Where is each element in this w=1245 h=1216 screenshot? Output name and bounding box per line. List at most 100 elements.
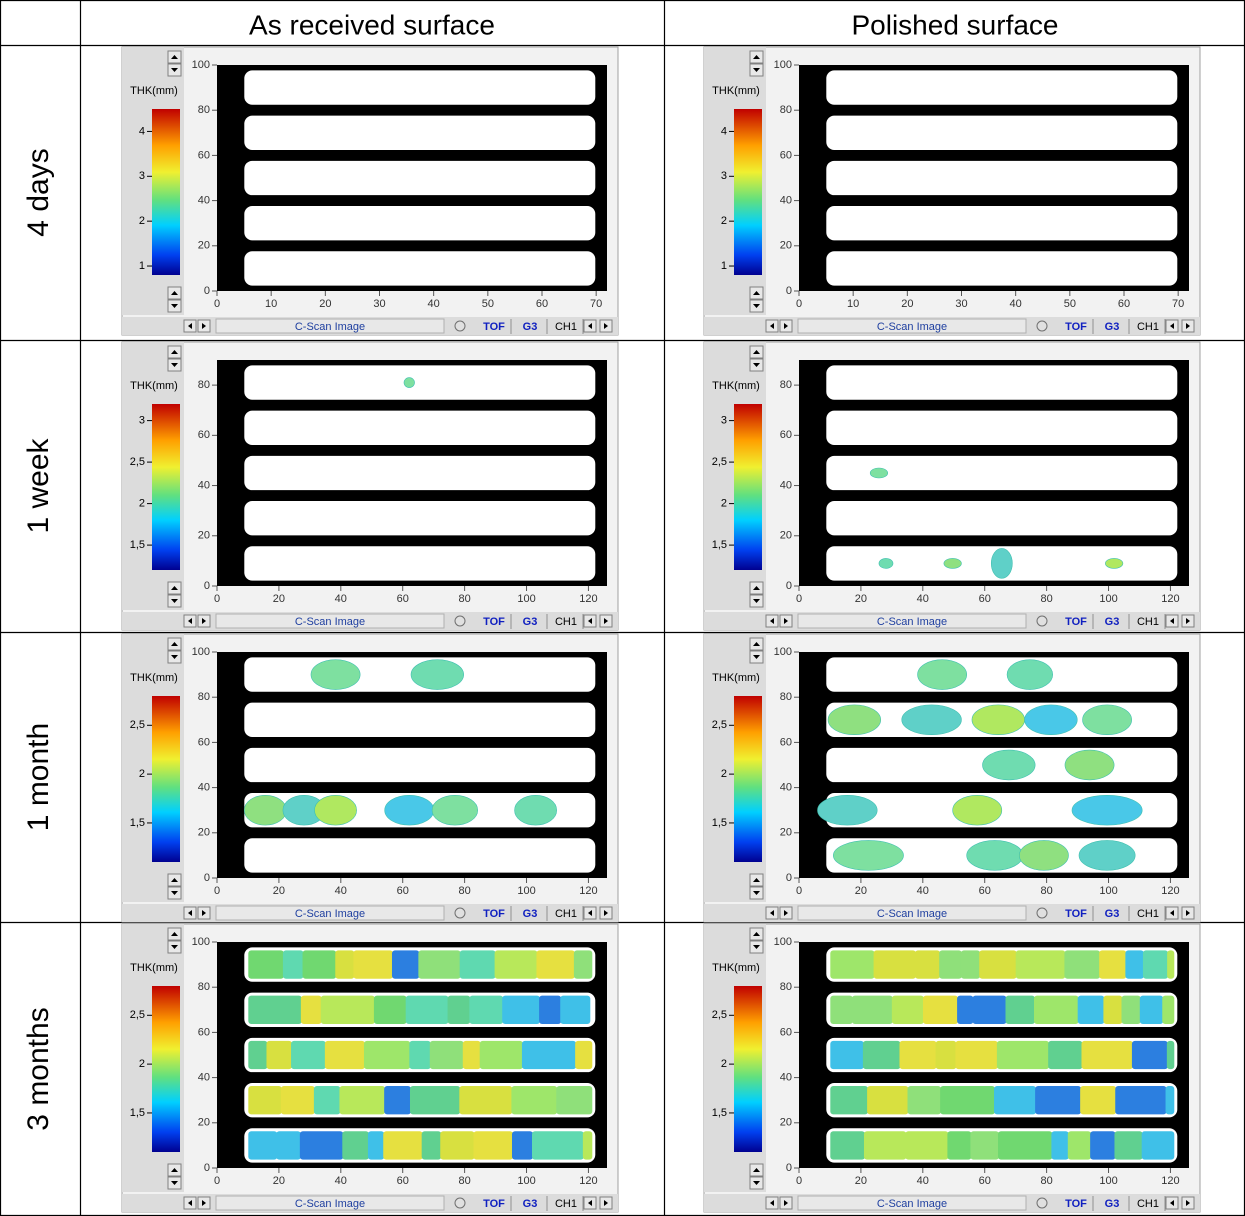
x-tick-label: 80 [1040,1175,1052,1187]
sample-strip [244,501,596,536]
corrosion-spot [1006,659,1053,690]
colorbar-label: THK(mm) [712,672,760,684]
x-tick-label: 100 [517,593,535,605]
colorbar-tick-label: 2,5 [712,719,727,731]
sample-strip [244,702,596,737]
y-tick-label: 80 [780,691,792,703]
y-tick-label: 80 [198,379,210,391]
corrosion-area [1142,950,1169,979]
corrosion-area [521,1040,577,1070]
c-scan-panel: THK(mm) 1,5 2 2,5 0 20 40 60 80 100 0 20 40 60 80 100 12… [703,923,1201,1213]
mode-button: TOF [483,1198,505,1210]
y-tick-label: 60 [780,1026,792,1038]
scroll-arrow [753,891,760,895]
colorbar-tick-label: 1,5 [712,1107,727,1119]
colorbar-tick-label: 4 [721,125,727,137]
colorbar-label: THK(mm) [712,85,760,97]
x-tick-label: 60 [397,593,409,605]
corrosion-area [324,1040,365,1070]
scroll-arrow [753,350,760,354]
scroll-arrow [753,945,760,949]
nav-arrow [1186,910,1190,916]
y-tick-label: 80 [198,104,210,116]
corrosion-area [1035,1086,1082,1115]
x-tick-label: 60 [1118,298,1130,310]
sample-strip [826,501,1178,536]
scroll-arrow [171,642,178,646]
y-tick-label: 40 [780,1072,792,1084]
status-light [1036,907,1048,919]
scroll-arrow [753,586,760,590]
scroll-arrow [171,878,178,882]
scroll-arrow [171,304,178,308]
corrosion-spot [971,704,1025,736]
x-tick-label: 0 [214,593,220,605]
corrosion-area [851,995,893,1024]
corrosion-area [575,1040,593,1070]
corrosion-area [863,1131,907,1160]
x-tick-label: 0 [214,885,220,897]
y-tick-label: 40 [780,479,792,491]
corrosion-spot [817,794,878,826]
nav-arrow [604,618,608,624]
nav-arrow [188,910,192,916]
colorbar-tick-label: 1,5 [712,539,727,551]
corrosion-area [459,1086,513,1115]
colorbar-tick-label: 1,5 [130,1107,145,1119]
footer-field [215,1195,445,1211]
corrosion-area [1125,950,1144,979]
sample-strip [244,206,596,241]
colorbar-tick-label: 4 [139,125,145,137]
x-tick-label: 60 [397,885,409,897]
corrosion-area [935,1040,957,1070]
mode-button: TOF [1065,321,1087,333]
corrosion-area [922,995,959,1024]
corrosion-area [342,1131,369,1160]
nav-arrow [588,618,592,624]
corrosion-area [940,1086,996,1115]
colorbar-tick-label: 2 [139,498,145,510]
x-tick-label: 80 [458,885,470,897]
corrosion-area [1131,1040,1168,1070]
row-label: 1 week [22,437,55,533]
corrosion-area [353,950,393,979]
scroll-arrow [171,1181,178,1185]
mode-button: CH1 [555,1198,577,1210]
x-tick-label: 0 [214,298,220,310]
sample-strip [244,365,596,400]
corrosion-area [494,950,538,979]
corrosion-spot [384,794,435,826]
corrosion-area [972,995,1007,1024]
corrosion-area [502,995,541,1024]
scroll-arrow [171,599,178,603]
sample-strip [244,410,596,445]
mode-button: TOF [1065,616,1087,628]
footer-label: C-Scan Image [295,321,365,333]
column-header: Polished surface [851,9,1058,40]
corrosion-area [536,950,575,979]
corrosion-spot [1019,840,1069,871]
corrosion-area [421,1131,442,1160]
corrosion-area [830,1086,869,1115]
corrosion-area [479,1040,523,1070]
scroll-arrow [753,1181,760,1185]
x-tick-label: 60 [979,885,991,897]
y-tick-label: 100 [192,646,210,658]
nav-arrow [770,910,774,916]
scroll-arrow [171,586,178,590]
colorbar-tick-label: 2,5 [130,1009,145,1021]
corrosion-spot [244,794,287,826]
x-tick-label: 50 [482,298,494,310]
corrosion-area [1081,1040,1133,1070]
nav-arrow [1186,618,1190,624]
footer-field [215,318,445,334]
footer-label: C-Scan Image [877,908,947,920]
colorbar [734,404,762,570]
y-tick-label: 100 [192,59,210,71]
corrosion-area [873,950,916,979]
corrosion-area [1090,1131,1116,1160]
x-tick-label: 100 [1099,885,1117,897]
corrosion-area [1067,1131,1092,1160]
status-light [454,1197,466,1209]
